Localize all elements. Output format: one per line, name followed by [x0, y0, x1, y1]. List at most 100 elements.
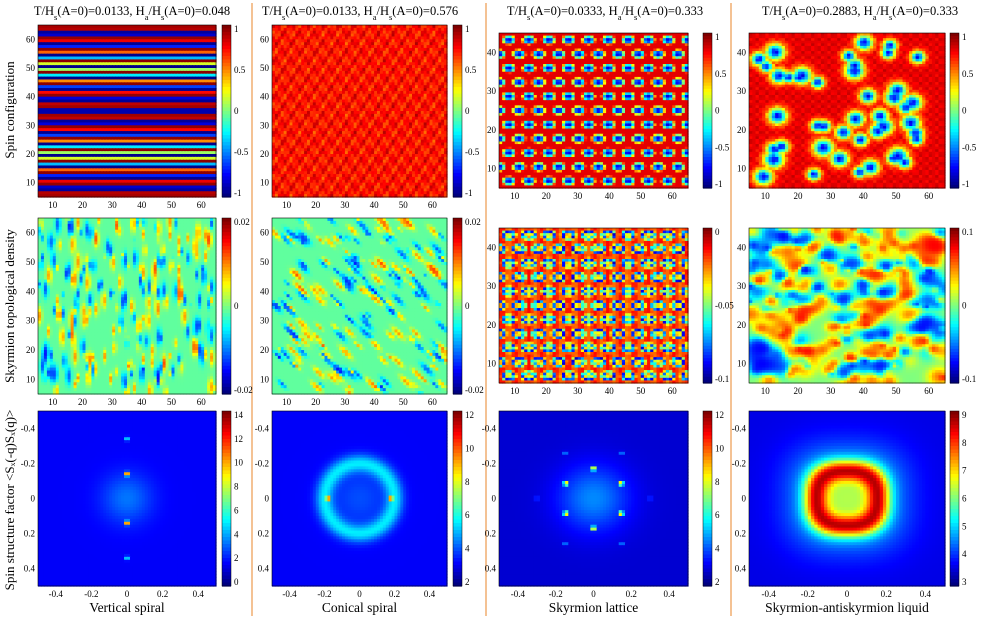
y-tick-label: 20: [487, 320, 497, 330]
y-tick-label: 40: [487, 47, 497, 57]
colorbar-tick-label: 12: [715, 410, 724, 420]
x-tick-label: -0.4: [49, 589, 64, 599]
colorbar-tick-label: -0.1: [715, 374, 729, 384]
heatmap-sf_lattice: [499, 411, 689, 587]
colorbar-tick-label: 0.5: [234, 65, 246, 75]
y-tick-label: 10: [487, 359, 497, 369]
x-tick-label: 60: [924, 386, 934, 396]
colorbar-tick-label: 6: [715, 510, 720, 520]
colorbar-tick-label: 8: [234, 482, 239, 492]
x-tick-label: 60: [924, 191, 934, 201]
x-tick-label: 30: [108, 200, 118, 210]
colorbar: 10.50-0.5-1: [950, 32, 977, 189]
colorbar-tick-label: 12: [234, 434, 243, 444]
y-tick-label: 0.2: [485, 529, 496, 539]
y-tick-label: 20: [26, 345, 36, 355]
colorbar-tick-label: 1: [962, 32, 967, 42]
colorbar-tick-label: 0: [465, 106, 470, 116]
colorbar-tick-label: -1: [234, 188, 242, 198]
colorbar-tick-label: -0.02: [465, 385, 484, 395]
x-tick-label: 40: [370, 397, 380, 407]
colorbar-tick-label: 1: [234, 24, 239, 34]
row-label: Spin configuration: [2, 61, 17, 159]
y-tick-label: 0.2: [735, 529, 746, 539]
y-tick-label: -0.2: [732, 459, 746, 469]
colorbar: 10.50-0.5-1: [222, 24, 249, 198]
x-tick-label: 30: [573, 386, 583, 396]
x-tick-label: 0.2: [626, 589, 637, 599]
figure-columns: T/Hs(A=0)=0.0133, Ha/Hs(A=0)=0.04810.50-…: [21, 4, 977, 615]
heatmap-sf_conical: [272, 411, 448, 587]
y-tick-label: 10: [487, 164, 497, 174]
heatmap-noise_d: [272, 218, 448, 395]
colorbar-tick-label: -0.02: [234, 385, 253, 395]
x-tick-label: 40: [137, 200, 147, 210]
colorbar-tick-label: 0: [234, 301, 239, 311]
x-tick-label: 40: [605, 191, 615, 201]
x-tick-label: 30: [108, 397, 118, 407]
colorbar-tick-label: 8: [962, 438, 967, 448]
colorbar-tick-label: -0.5: [962, 142, 977, 152]
y-tick-label: 10: [737, 359, 747, 369]
colorbar: 0-0.05-0.1: [703, 227, 734, 384]
y-tick-label: 50: [26, 63, 36, 73]
colorbar-tick-label: -1: [962, 179, 970, 189]
colorbar-tick-label: 2: [465, 577, 470, 587]
x-tick-label: 10: [282, 397, 292, 407]
x-tick-label: 50: [636, 386, 646, 396]
x-tick-label: 60: [668, 191, 678, 201]
y-tick-label: 50: [260, 63, 270, 73]
x-tick-label: -0.2: [84, 589, 98, 599]
x-tick-label: 0: [845, 589, 850, 599]
row-label: Spin structure factor <Sₓ(-q)Sₓ(q)>: [2, 410, 17, 591]
y-tick-label: 30: [737, 281, 747, 291]
colorbar: 0.10-0.1: [950, 227, 976, 384]
column-title: T/Hs(A=0)=0.0133, Ha/Hs(A=0)=0.576: [262, 4, 458, 22]
colorbar-tick-label: 9: [962, 410, 967, 420]
x-tick-label: -0.2: [549, 589, 563, 599]
y-tick-label: 10: [260, 178, 270, 188]
x-tick-label: 20: [794, 191, 804, 201]
x-tick-label: 60: [428, 397, 438, 407]
x-tick-label: 0.2: [157, 589, 168, 599]
row-label: Skyrmion topological density: [2, 229, 17, 383]
x-tick-label: 50: [892, 191, 902, 201]
y-tick-label: -0.4: [21, 424, 36, 434]
y-tick-label: 20: [487, 125, 497, 135]
y-tick-label: 40: [26, 92, 36, 102]
y-tick-label: 20: [737, 125, 747, 135]
row-labels: Spin configuration Skyrmion topological d…: [2, 61, 17, 590]
heatmap-lattice: [499, 33, 689, 189]
colorbar-tick-label: 2: [234, 553, 239, 563]
y-tick-label: 0.4: [258, 564, 270, 574]
x-tick-label: 10: [510, 191, 520, 201]
colorbar-tick-label: 8: [715, 477, 720, 487]
x-tick-label: 60: [428, 200, 438, 210]
x-tick-label: 20: [794, 386, 804, 396]
colorbar-tick-label: 0: [234, 577, 239, 587]
x-tick-label: 30: [826, 386, 836, 396]
colorbar-tick-label: 0: [465, 301, 470, 311]
colorbar-tick-label: 6: [962, 494, 967, 504]
colorbar: 10.50-0.5-1: [453, 24, 480, 198]
x-tick-label: 50: [167, 200, 177, 210]
y-tick-label: 40: [260, 92, 270, 102]
y-tick-label: 10: [26, 178, 36, 188]
colorbar-tick-label: 14: [234, 410, 244, 420]
y-tick-label: -0.2: [482, 459, 496, 469]
colorbar-tick-label: 3: [962, 577, 967, 587]
colorbar-tick-label: 0: [234, 106, 239, 116]
x-tick-label: 20: [78, 397, 88, 407]
colorbar-tick-label: 8: [465, 477, 470, 487]
column-3: T/Hs(A=0)=0.0333, Ha/Hs(A=0)=0.33310.50-…: [482, 4, 734, 615]
heatmap-red_uniform: [272, 25, 448, 198]
x-tick-label: 30: [340, 397, 350, 407]
colorbar-tick-label: 10: [715, 443, 725, 453]
y-tick-label: -0.4: [255, 424, 270, 434]
x-tick-label: 50: [636, 191, 646, 201]
heatmap-sf_spiral: [38, 411, 217, 587]
